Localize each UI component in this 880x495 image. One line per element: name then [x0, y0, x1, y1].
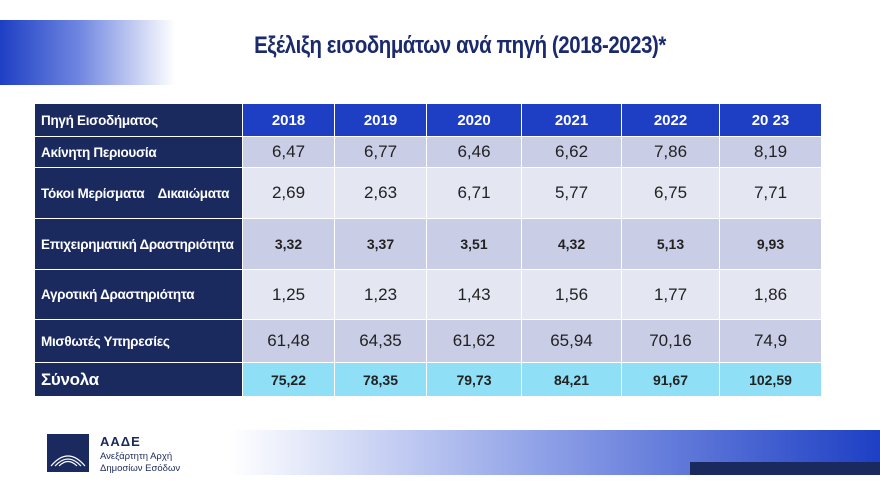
value-cell: 8,19 [720, 137, 822, 168]
value-cell: 2,69 [243, 168, 335, 219]
header-cell: 2022 [622, 104, 720, 137]
value-cell: 79,73 [427, 363, 522, 397]
value-cell: 84,21 [522, 363, 622, 397]
row-label: Αγροτική Δραστηριότητα [35, 270, 243, 320]
header-band [0, 20, 175, 85]
value-cell: 6,71 [427, 168, 522, 219]
value-cell: 61,62 [427, 320, 522, 363]
value-cell: 61,48 [243, 320, 335, 363]
value-cell: 3,32 [243, 219, 335, 270]
value-cell: 7,71 [720, 168, 822, 219]
title: Εξέλιξη εισοδημάτων ανά πηγή (2018-2023)… [254, 32, 666, 59]
logo-icon [47, 434, 89, 472]
value-cell: 1,23 [335, 270, 427, 320]
value-cell: 78,35 [335, 363, 427, 397]
value-cell: 1,56 [522, 270, 622, 320]
header-cell: Πηγή Εισοδήματος [35, 104, 243, 137]
value-cell: 1,25 [243, 270, 335, 320]
value-cell: 74,9 [720, 320, 822, 363]
header-cell: 2018 [243, 104, 335, 137]
row-label: Ακίνητη Περιουσία [35, 137, 243, 168]
value-cell: 102,59 [720, 363, 822, 397]
table: Πηγή Εισοδήματος 2018 2019 2020 2021 2022 20 2… [35, 104, 822, 397]
value-cell: 6,77 [335, 137, 427, 168]
value-cell: 9,93 [720, 219, 822, 270]
value-cell: 3,51 [427, 219, 522, 270]
value-cell: 5,13 [622, 219, 720, 270]
value-cell: 1,43 [427, 270, 522, 320]
value-cell: 2,63 [335, 168, 427, 219]
header-cell: 2021 [522, 104, 622, 137]
value-cell: 6,46 [427, 137, 522, 168]
logo-name: ΑΑΔΕ [100, 434, 141, 449]
value-cell: 65,94 [522, 320, 622, 363]
logo-line: Ανεξάρτητη Αρχή [100, 451, 173, 462]
footer-strip [690, 462, 880, 475]
value-cell: 3,37 [335, 219, 427, 270]
value-cell: 4,32 [522, 219, 622, 270]
value-cell: 64,35 [335, 320, 427, 363]
row-label: Τόκοι Μερίσματα Δικαιώματα [35, 168, 243, 219]
value-cell: 7,86 [622, 137, 720, 168]
row-label: Μισθωτές Υπηρεσίες [35, 320, 243, 363]
header-cell: 2019 [335, 104, 427, 137]
row-label: Επιχειρηματική Δραστηριότητα [35, 219, 243, 270]
value-cell: 6,47 [243, 137, 335, 168]
value-cell: 1,77 [622, 270, 720, 320]
value-cell: 70,16 [622, 320, 720, 363]
value-cell: 75,22 [243, 363, 335, 397]
value-cell: 6,62 [522, 137, 622, 168]
value-cell: 1,86 [720, 270, 822, 320]
header-cell: 20 23 [720, 104, 822, 137]
logo-line: Δημοσίων Εσόδων [100, 463, 181, 474]
value-cell: 6,75 [622, 168, 720, 219]
value-cell: 5,77 [522, 168, 622, 219]
row-label: Σύνολα [35, 363, 243, 397]
value-cell: 91,67 [622, 363, 720, 397]
header-cell: 2020 [427, 104, 522, 137]
